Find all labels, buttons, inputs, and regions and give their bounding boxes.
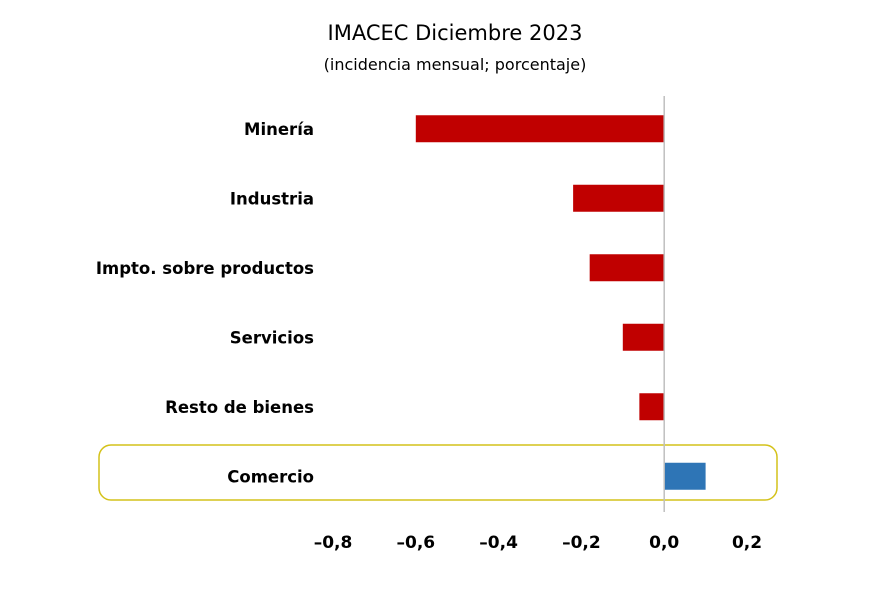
chart-subtitle: (incidencia mensual; porcentaje) xyxy=(324,55,587,74)
bar-2 xyxy=(589,254,665,282)
bar-4 xyxy=(639,393,665,421)
x-tick-label: –0,4 xyxy=(479,533,518,553)
category-label: Servicios xyxy=(230,328,314,347)
x-tick-label: –0,6 xyxy=(396,533,435,553)
bars-group xyxy=(415,115,706,490)
x-tick-label: –0,2 xyxy=(562,533,601,553)
x-tick-label: 0,2 xyxy=(732,533,762,553)
bar-0 xyxy=(415,115,665,143)
bar-5 xyxy=(664,462,706,490)
category-label: Minería xyxy=(244,120,314,139)
x-tick-label: 0,0 xyxy=(649,533,679,553)
category-label: Resto de bienes xyxy=(165,398,314,417)
chart-title: IMACEC Diciembre 2023 xyxy=(328,21,583,45)
category-label: Industria xyxy=(230,189,314,208)
category-labels: Minería Industria Impto. sobre productos Se… xyxy=(96,120,314,487)
category-label: Comercio xyxy=(227,467,314,486)
bar-3 xyxy=(622,323,665,351)
bar-1 xyxy=(573,184,665,212)
category-label: Impto. sobre productos xyxy=(96,259,314,278)
highlight-box xyxy=(98,444,778,501)
x-tick-label: –0,8 xyxy=(314,533,353,553)
x-tick-labels: –0,8 –0,6 –0,4 –0,2 0,0 0,2 xyxy=(314,533,762,553)
